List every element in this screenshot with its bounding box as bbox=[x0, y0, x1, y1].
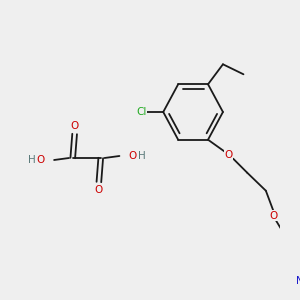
Text: H: H bbox=[28, 155, 35, 165]
Text: Cl: Cl bbox=[136, 107, 147, 117]
Text: O: O bbox=[129, 151, 137, 161]
Text: O: O bbox=[269, 211, 278, 221]
Text: O: O bbox=[95, 185, 103, 195]
Text: H: H bbox=[138, 151, 146, 161]
Text: N: N bbox=[296, 276, 300, 286]
Text: O: O bbox=[37, 155, 45, 165]
Text: O: O bbox=[224, 150, 233, 160]
Text: O: O bbox=[70, 121, 79, 131]
